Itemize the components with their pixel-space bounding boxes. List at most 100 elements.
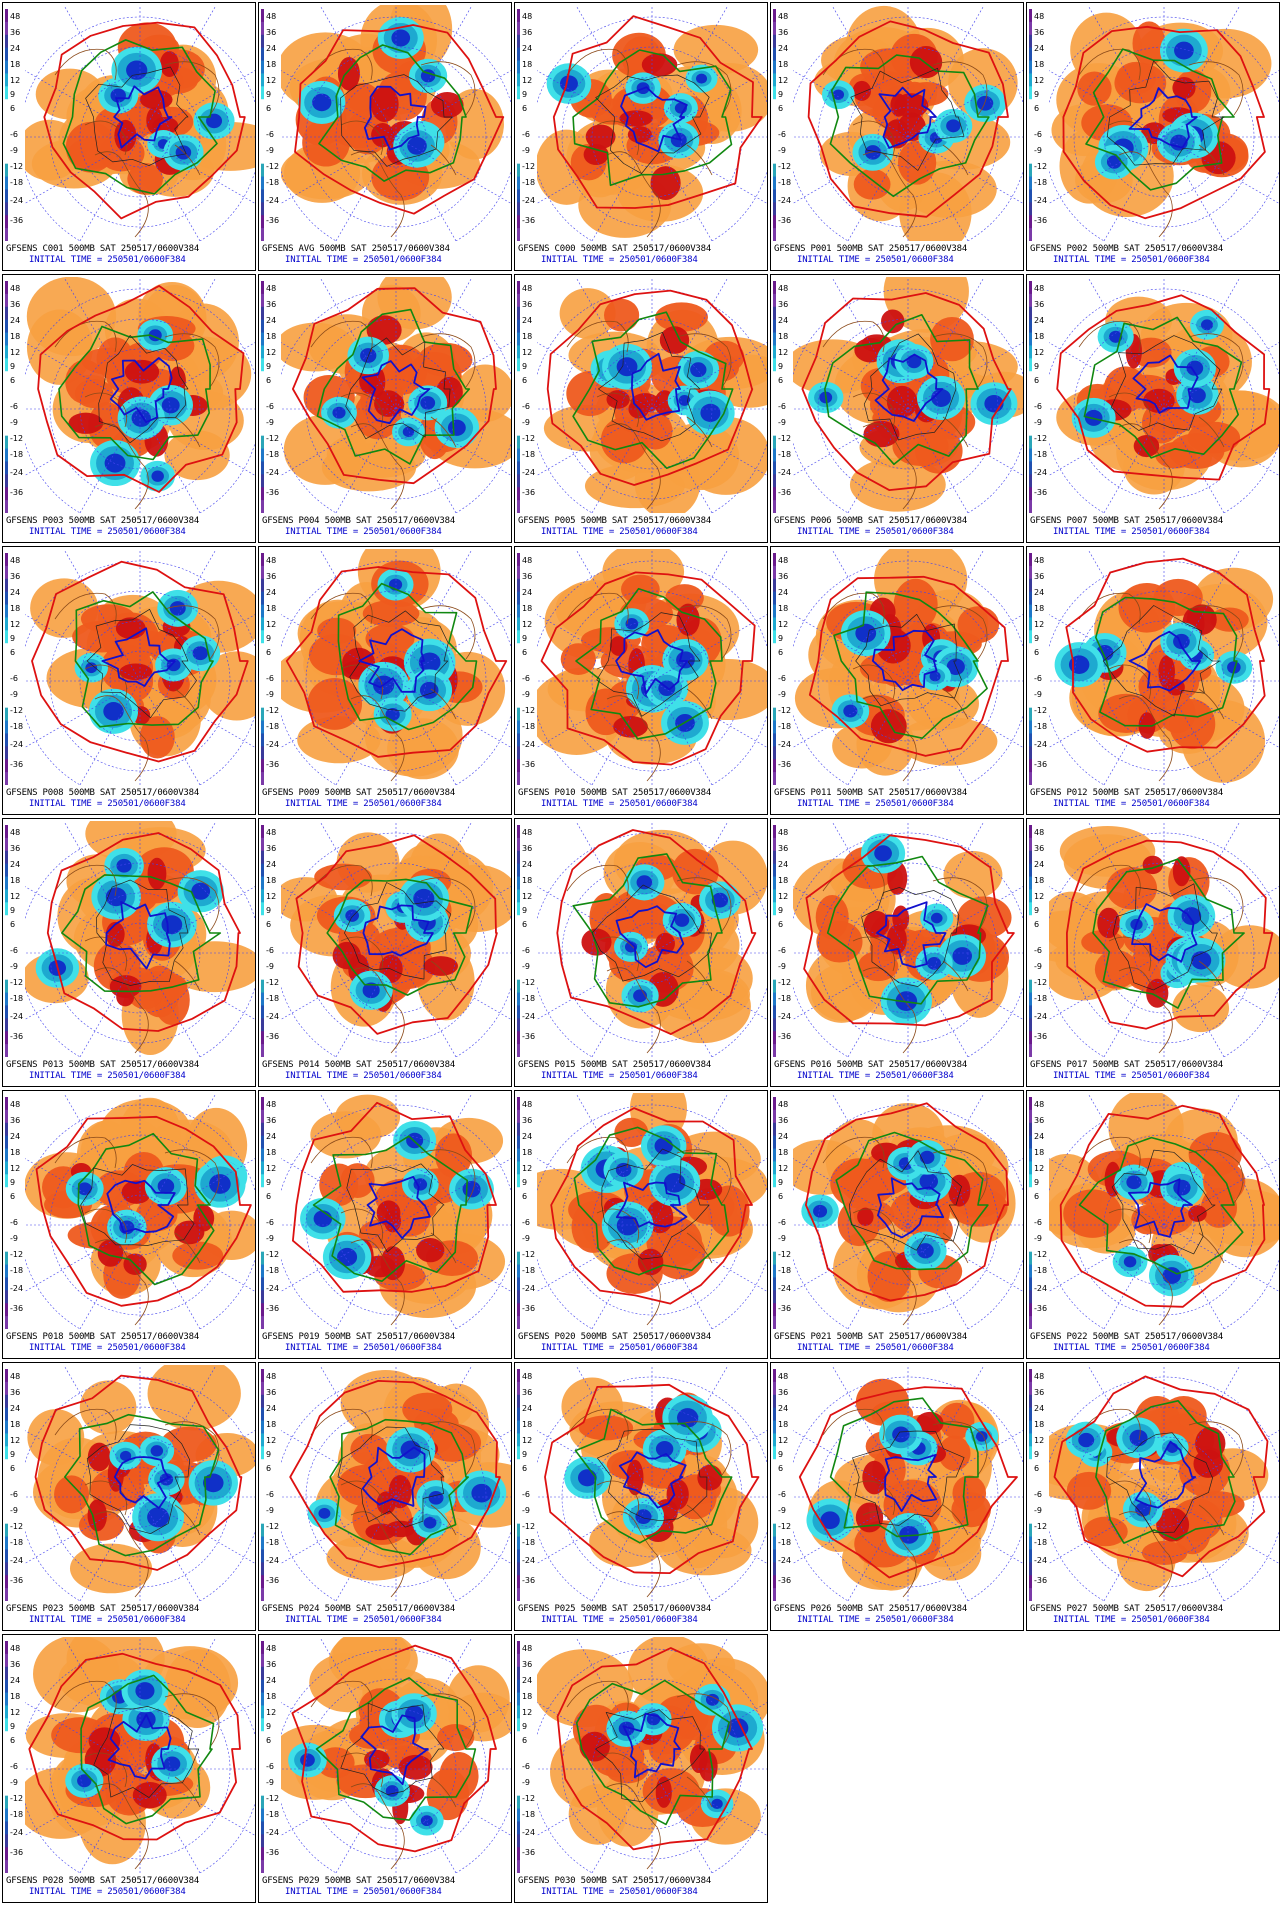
- polar-anomaly-map: [281, 549, 511, 785]
- colorbar-tick-label: -18: [1034, 1266, 1047, 1275]
- ensemble-map-panel: 48 36 24 18 12 9 6 -6 -9 -12 -18 -24 -36 GFSENS C001 …: [2, 2, 256, 271]
- colorbar-tick-label: 24: [778, 44, 788, 53]
- colorbar-tick-label: 12: [778, 76, 788, 85]
- contour-552: [575, 587, 723, 740]
- colorbar-tick-label: 9: [266, 90, 271, 99]
- colorbar-tick-label: 24: [266, 316, 276, 325]
- colorbar-tick-label: -9: [10, 418, 18, 427]
- colorbar-tick-label: -18: [266, 1538, 279, 1547]
- contour-576: [292, 287, 497, 485]
- colorbar-tick-label: -12: [1034, 1522, 1047, 1531]
- colorbar-tick-label: -36: [778, 760, 791, 769]
- contour-552: [318, 44, 467, 182]
- colorbar-tick-label: -18: [10, 1810, 23, 1819]
- contour-thin: [86, 608, 197, 719]
- colorbar-tick-label: -36: [266, 1576, 279, 1585]
- warm-anomaly-field: [30, 578, 255, 759]
- coastlines: [54, 320, 220, 510]
- colorbar-tick-label: 18: [778, 1148, 788, 1157]
- contour-thin: [595, 1709, 706, 1803]
- colorbar-tick-label: -6: [266, 1218, 274, 1227]
- colorbar-tick-label: 48: [266, 1100, 276, 1109]
- contour-552: [833, 591, 988, 739]
- colorbar-tick-label: 18: [522, 60, 532, 69]
- colorbar-tick-label: -36: [1034, 216, 1047, 225]
- colorbar-tick-label: -12: [266, 706, 279, 715]
- colorbar-tick-label: 12: [522, 892, 532, 901]
- coastlines: [822, 1408, 988, 1598]
- colorbar-tick-label: 12: [1034, 620, 1044, 629]
- polar-anomaly-map: [1049, 1093, 1279, 1329]
- colorbar-tick-label: -36: [522, 488, 535, 497]
- colorbar-tick-label: 9: [10, 906, 15, 915]
- ensemble-map-panel: 48 36 24 18 12 9 6 -6 -9 -12 -18 -24 -36 GFSENS P030 …: [514, 1634, 768, 1903]
- colorbar-tick-label: -12: [778, 1250, 791, 1259]
- contour-thin: [595, 74, 710, 174]
- colorbar-tick-label: -18: [1034, 178, 1047, 187]
- contour-552: [572, 49, 733, 187]
- warm-anomaly-field: [1056, 296, 1279, 495]
- polar-anomaly-map: [281, 5, 511, 241]
- ensemble-map-panel: 48 36 24 18 12 9 6 -6 -9 -12 -18 -24 -36 GFSENS P026 …: [770, 1362, 1024, 1631]
- panel-title: GFSENS P030 500MB SAT 250517/0600V384: [518, 1876, 712, 1886]
- panel-title: GFSENS P011 500MB SAT 250517/0600V384: [774, 788, 968, 798]
- colorbar-tick-label: -6: [10, 130, 18, 139]
- contour-528: [876, 901, 947, 969]
- colorbar-tick-label: -9: [266, 690, 274, 699]
- colorbar-tick-label: 12: [522, 1436, 532, 1445]
- colorbar-tick-label: 48: [1034, 1100, 1044, 1109]
- colorbar-tick-label: -36: [10, 1032, 23, 1041]
- initial-time-label: INITIAL TIME = 250501/0600F384: [285, 1071, 442, 1081]
- colorbar-tick-label: -9: [10, 1506, 18, 1515]
- colorbar-tick-label: -12: [266, 978, 279, 987]
- colorbar-tick-label: -18: [778, 450, 791, 459]
- colorbar-tick-label: -18: [522, 1810, 535, 1819]
- ensemble-map-panel: 48 36 24 18 12 9 6 -6 -9 -12 -18 -24 -36 GFSENS P011 …: [770, 546, 1024, 815]
- colorbar-tick-label: -12: [266, 1522, 279, 1531]
- contour-thin: [349, 610, 449, 712]
- contour-thin: [98, 335, 189, 444]
- colorbar-tick-label: 6: [266, 1192, 271, 1201]
- colorbar-tick-label: 24: [1034, 588, 1044, 597]
- colorbar: 48 36 24 18 12 9 6 -6 -9 -12 -18 -24 -36: [5, 281, 23, 513]
- panel-title: GFSENS P005 500MB SAT 250517/0600V384: [518, 516, 712, 526]
- colorbar: 48 36 24 18 12 9 6 -6 -9 -12 -18 -24 -36: [1029, 9, 1047, 241]
- colorbar-tick-label: 36: [10, 844, 20, 853]
- panel-title: GFSENS P022 500MB SAT 250517/0600V384: [1030, 1332, 1224, 1342]
- contour-528: [361, 1446, 426, 1507]
- colorbar: 48 36 24 18 12 9 6 -6 -9 -12 -18 -24 -36: [773, 281, 791, 513]
- ensemble-map-panel: 48 36 24 18 12 9 6 -6 -9 -12 -18 -24 -36 GFSENS P002 …: [1026, 2, 1280, 271]
- polar-anomaly-map: [1049, 821, 1279, 1057]
- ensemble-map-panel: 48 36 24 18 12 9 6 -6 -9 -12 -18 -24 -36 GFSENS P012 …: [1026, 546, 1280, 815]
- colorbar-tick-label: -6: [266, 130, 274, 139]
- colorbar-tick-label: -18: [522, 450, 535, 459]
- ensemble-map-panel: 48 36 24 18 12 9 6 -6 -9 -12 -18 -24 -36 GFSENS P009 …: [258, 546, 512, 815]
- colorbar-tick-label: -24: [266, 740, 279, 749]
- colorbar-tick-label: 12: [1034, 76, 1044, 85]
- colorbar-tick-label: 36: [266, 844, 276, 853]
- ensemble-map-panel: 48 36 24 18 12 9 6 -6 -9 -12 -18 -24 -36 GFSENS P006 …: [770, 274, 1024, 543]
- initial-time-label: INITIAL TIME = 250501/0600F384: [1053, 799, 1210, 809]
- colorbar-tick-label: 36: [1034, 844, 1044, 853]
- colorbar-tick-label: 18: [266, 604, 276, 613]
- colorbar: 48 36 24 18 12 9 6 -6 -9 -12 -18 -24 -36: [261, 9, 279, 241]
- colorbar-tick-label: -18: [778, 178, 791, 187]
- contour-576: [43, 21, 246, 220]
- colorbar-tick-label: 36: [10, 1660, 20, 1669]
- colorbar-tick-label: 18: [1034, 1148, 1044, 1157]
- colorbar-tick-label: 6: [1034, 1192, 1039, 1201]
- warm-anomaly-field: [581, 829, 767, 1044]
- colorbar-tick-label: -9: [778, 1234, 786, 1243]
- colorbar-tick-label: -9: [266, 418, 274, 427]
- colorbar-tick-label: 9: [1034, 634, 1039, 643]
- colorbar-tick-label: -24: [1034, 1556, 1047, 1565]
- initial-time-label: INITIAL TIME = 250501/0600F384: [29, 799, 186, 809]
- contour-552: [1083, 316, 1243, 459]
- cold-anomaly-field: [613, 864, 741, 1013]
- contour-thin: [95, 879, 189, 986]
- colorbar-tick-label: -24: [778, 1556, 791, 1565]
- cold-anomaly-field: [321, 336, 480, 448]
- colorbar-tick-label: 9: [10, 90, 15, 99]
- colorbar-tick-label: 36: [522, 28, 532, 37]
- colorbar-tick-label: 48: [778, 284, 788, 293]
